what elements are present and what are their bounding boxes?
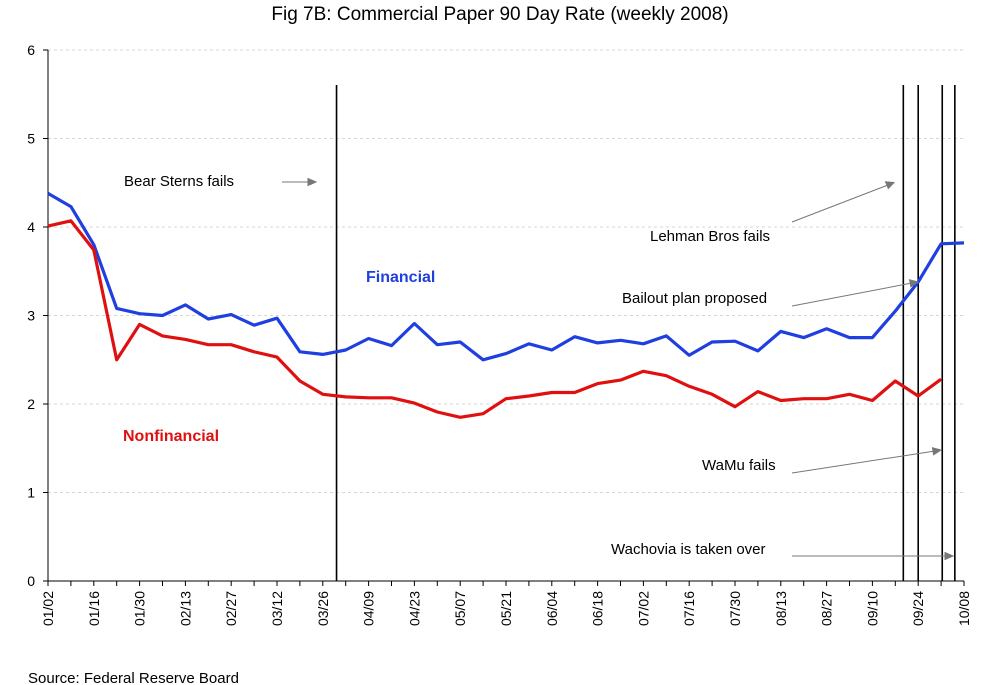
arrowhead-wachovia xyxy=(944,551,955,561)
series-line-nonfinancial xyxy=(47,219,943,419)
annotation-lehman: Lehman Bros fails xyxy=(650,228,770,245)
x-axis-ticks: 01/02 01/16 01/30 02/13 02/27 03/12 03/26 04/09… xyxy=(40,581,972,626)
x-tick-label: 09/10 xyxy=(864,591,880,626)
source-note: Source: Federal Reserve Board xyxy=(28,670,239,685)
grid-lines xyxy=(48,49,964,493)
y-tick-label: 6 xyxy=(27,42,35,58)
arrow-bailout xyxy=(791,282,913,307)
y-tick-label: 2 xyxy=(27,396,35,412)
event-lines xyxy=(335,85,956,581)
x-tick-label: 05/07 xyxy=(452,591,468,626)
y-tick-label: 4 xyxy=(27,219,35,235)
arrowhead-wamu xyxy=(931,447,943,456)
x-tick-label: 03/12 xyxy=(269,591,285,626)
x-tick-label: 02/13 xyxy=(177,591,193,626)
x-tick-label: 05/21 xyxy=(498,591,514,626)
x-tick-label: 04/09 xyxy=(361,591,377,626)
arrow-lehman xyxy=(791,184,889,223)
x-tick-label: 08/13 xyxy=(773,591,789,626)
x-tick-label: 01/02 xyxy=(40,591,56,626)
annotation-wamu: WaMu fails xyxy=(702,457,776,474)
y-tick-label: 1 xyxy=(27,485,35,501)
x-tick-label: 07/30 xyxy=(727,591,743,626)
arrow-wamu xyxy=(791,450,936,474)
x-tick-label: 04/23 xyxy=(406,591,422,626)
x-tick-label: 01/16 xyxy=(86,591,102,626)
y-tick-label: 5 xyxy=(27,131,35,147)
series-label-nonfinancial: Nonfinancial xyxy=(123,428,219,445)
annotation-bailout: Bailout plan proposed xyxy=(622,290,767,307)
x-tick-label: 08/27 xyxy=(819,591,835,626)
x-tick-label: 03/26 xyxy=(315,591,331,626)
series-label-financial: Financial xyxy=(366,269,435,286)
annotation-wachovia: Wachovia is taken over xyxy=(611,541,766,558)
arrowhead-bailout xyxy=(908,279,920,288)
arrowhead-bear-sterns xyxy=(307,177,318,187)
x-tick-label: 10/08 xyxy=(956,591,972,626)
y-tick-label: 0 xyxy=(27,573,35,589)
series-line-financial xyxy=(47,192,965,362)
annotation-arrows xyxy=(282,177,955,561)
x-tick-label: 07/02 xyxy=(635,591,651,626)
y-axis-ticks: 0 1 2 3 4 5 6 xyxy=(27,42,48,589)
arrowhead-lehman xyxy=(884,181,896,190)
x-tick-label: 06/04 xyxy=(544,591,560,626)
x-tick-label: 09/24 xyxy=(910,591,926,626)
chart-title: Fig 7B: Commercial Paper 90 Day Rate (we… xyxy=(271,4,728,25)
x-tick-label: 07/16 xyxy=(681,591,697,626)
x-tick-label: 06/18 xyxy=(590,591,606,626)
annotation-bear-sterns: Bear Sterns fails xyxy=(124,173,234,190)
x-tick-label: 01/30 xyxy=(132,591,148,626)
x-tick-label: 02/27 xyxy=(223,591,239,626)
series-lines xyxy=(47,192,965,419)
y-tick-label: 3 xyxy=(27,308,35,324)
